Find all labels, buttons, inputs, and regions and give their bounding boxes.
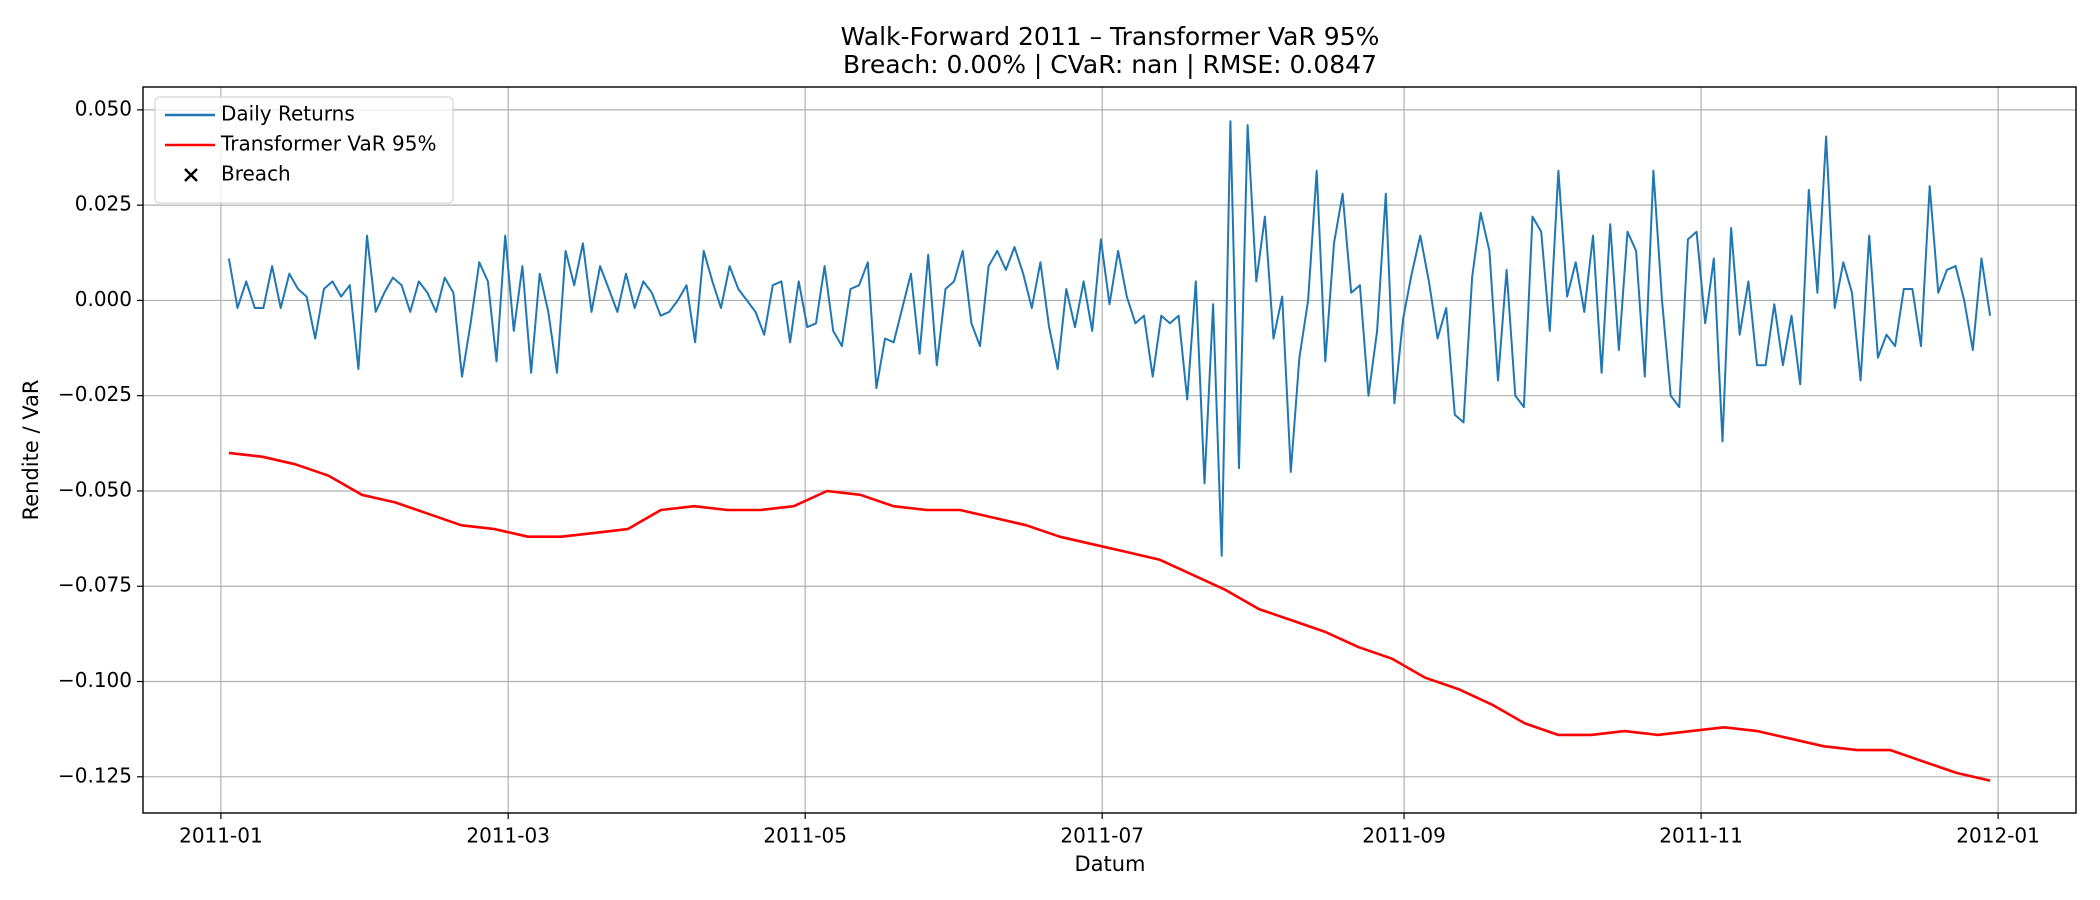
y-tick-label: −0.125 [58, 763, 132, 787]
legend-label: Daily Returns [221, 102, 355, 126]
y-tick-label: −0.075 [58, 573, 132, 597]
series-line [227, 120, 1992, 557]
y-tick-label: −0.050 [58, 477, 132, 501]
legend-label: Transformer VaR 95% [220, 132, 436, 156]
x-axis-label: Datum [1074, 852, 1145, 876]
legend-marker [184, 168, 198, 182]
x-tick-label: 2012-01 [1956, 824, 2040, 848]
x-tick-label: 2011-07 [1060, 824, 1144, 848]
chart-subtitle: Breach: 0.00% | CVaR: nan | RMSE: 0.0847 [843, 50, 1377, 79]
legend-box [154, 96, 454, 204]
legend-label: Breach [221, 162, 291, 186]
x-tick-label: 2011-11 [1659, 824, 1743, 848]
y-tick-label: 0.050 [75, 96, 132, 120]
chart-title: Walk-Forward 2011 – Transformer VaR 95% [841, 22, 1380, 51]
y-tick-label: −0.100 [58, 668, 132, 692]
x-tick-label: 2011-03 [466, 824, 550, 848]
y-axis-label: Rendite / VaR [19, 380, 43, 521]
x-tick-label: 2011-01 [179, 824, 263, 848]
y-tick-label: 0.000 [75, 287, 132, 311]
plot-frame [142, 86, 2077, 814]
series-line [228, 451, 1991, 782]
x-tick-label: 2011-09 [1362, 824, 1446, 848]
x-tick-label: 2011-05 [763, 824, 847, 848]
y-tick-label: −0.025 [58, 382, 132, 406]
y-tick-label: 0.025 [75, 192, 132, 216]
